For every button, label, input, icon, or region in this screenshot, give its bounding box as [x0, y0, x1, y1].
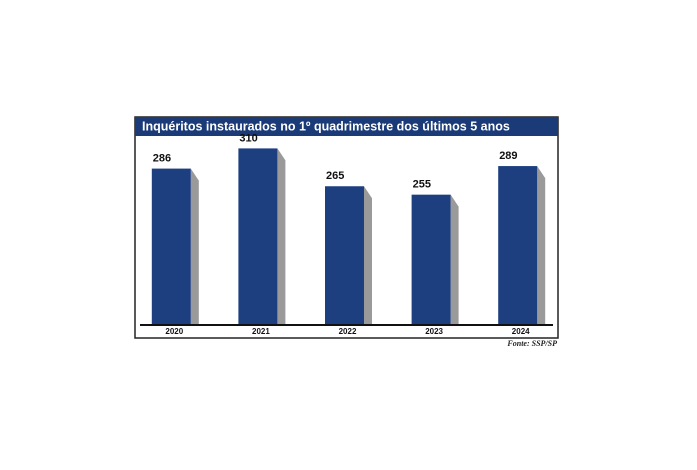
bar — [498, 166, 538, 325]
bar — [325, 186, 364, 325]
bar-side — [190, 168, 199, 325]
x-tick-label: 2022 — [339, 327, 357, 336]
bar — [411, 194, 451, 325]
value-label: 289 — [499, 150, 517, 162]
value-label: 265 — [326, 170, 344, 182]
bar-side — [537, 166, 546, 325]
value-label: 255 — [413, 179, 431, 191]
chart-title: Inquéritos instaurados no 1º quadrimestr… — [142, 119, 510, 133]
bar-side — [450, 194, 459, 325]
bar — [151, 168, 191, 325]
title-bar — [135, 117, 558, 136]
value-label: 310 — [239, 132, 257, 144]
value-label: 286 — [153, 152, 171, 164]
bar-side — [364, 186, 372, 325]
source: Fonte: SSP/SP — [506, 339, 557, 348]
x-tick-label: 2024 — [512, 327, 530, 336]
bar-side — [277, 148, 286, 325]
x-tick-label: 2020 — [165, 327, 183, 336]
x-tick-label: 2023 — [425, 327, 443, 336]
bar — [238, 148, 278, 325]
x-tick-label: 2021 — [252, 327, 270, 336]
